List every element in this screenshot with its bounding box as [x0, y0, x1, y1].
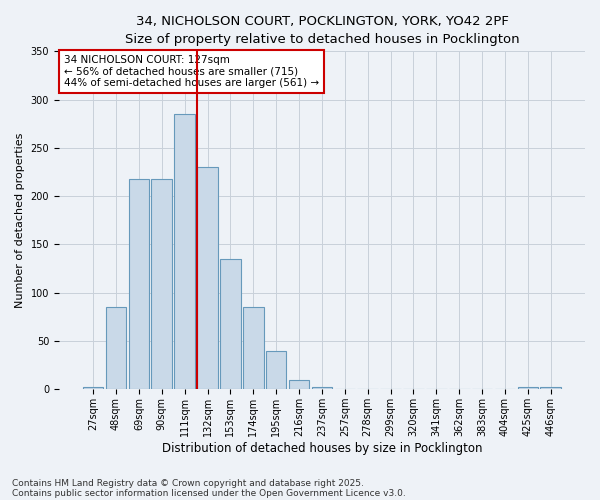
Bar [541, 388, 561, 390]
Bar [289, 380, 310, 390]
Bar [175, 114, 195, 390]
Bar [518, 388, 538, 390]
Title: 34, NICHOLSON COURT, POCKLINGTON, YORK, YO42 2PF
Size of property relative to de: 34, NICHOLSON COURT, POCKLINGTON, YORK, … [125, 15, 519, 46]
Bar [243, 307, 263, 390]
Bar [220, 259, 241, 390]
Bar [106, 307, 126, 390]
Bar [128, 179, 149, 390]
Y-axis label: Number of detached properties: Number of detached properties [15, 132, 25, 308]
X-axis label: Distribution of detached houses by size in Pocklington: Distribution of detached houses by size … [162, 442, 482, 455]
Bar [311, 388, 332, 390]
Text: Contains public sector information licensed under the Open Government Licence v3: Contains public sector information licen… [12, 488, 406, 498]
Text: Contains HM Land Registry data © Crown copyright and database right 2025.: Contains HM Land Registry data © Crown c… [12, 478, 364, 488]
Bar [266, 350, 286, 390]
Bar [197, 167, 218, 390]
Bar [151, 179, 172, 390]
Bar [83, 388, 103, 390]
Text: 34 NICHOLSON COURT: 127sqm
← 56% of detached houses are smaller (715)
44% of sem: 34 NICHOLSON COURT: 127sqm ← 56% of deta… [64, 54, 319, 88]
